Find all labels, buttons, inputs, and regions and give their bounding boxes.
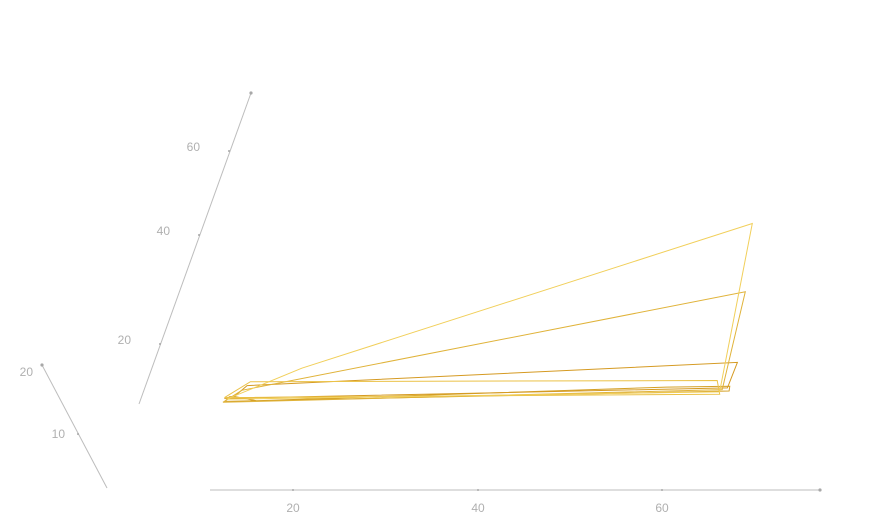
series-outline-5: [226, 222, 753, 400]
x-tick-label: 60: [655, 501, 669, 514]
series-layer: [222, 222, 753, 403]
z-tick-dot: [77, 433, 79, 435]
x-axis: 20 40 60: [210, 488, 822, 514]
series-outline-3: [222, 291, 746, 403]
z-axis-line: [41, 364, 108, 489]
y-tick-label: 60: [187, 140, 201, 154]
y-axis: 20 40 60: [118, 91, 253, 405]
x-tick-dot: [661, 489, 663, 491]
x-tick-label: 40: [471, 501, 485, 514]
y-tick-label: 40: [157, 224, 171, 238]
z-axis: 10 20: [20, 363, 108, 489]
y-tick-dot: [198, 234, 200, 236]
z-tick-label: 20: [20, 365, 34, 379]
z-tick-label: 10: [52, 427, 66, 441]
x-tick-dot: [477, 489, 479, 491]
y-axis-line: [138, 92, 252, 405]
series-outline-4: [224, 379, 721, 399]
x-tick-dot: [292, 489, 294, 491]
x-tick-label: 20: [286, 501, 300, 514]
y-tick-label: 20: [118, 333, 132, 347]
y-tick-dot: [159, 343, 161, 345]
x-axis-end-dot: [818, 488, 822, 492]
y-tick-dot: [228, 150, 230, 152]
y-axis-end-dot: [249, 91, 253, 95]
z-axis-end-dot: [40, 363, 44, 367]
series-outline-1: [224, 385, 731, 402]
